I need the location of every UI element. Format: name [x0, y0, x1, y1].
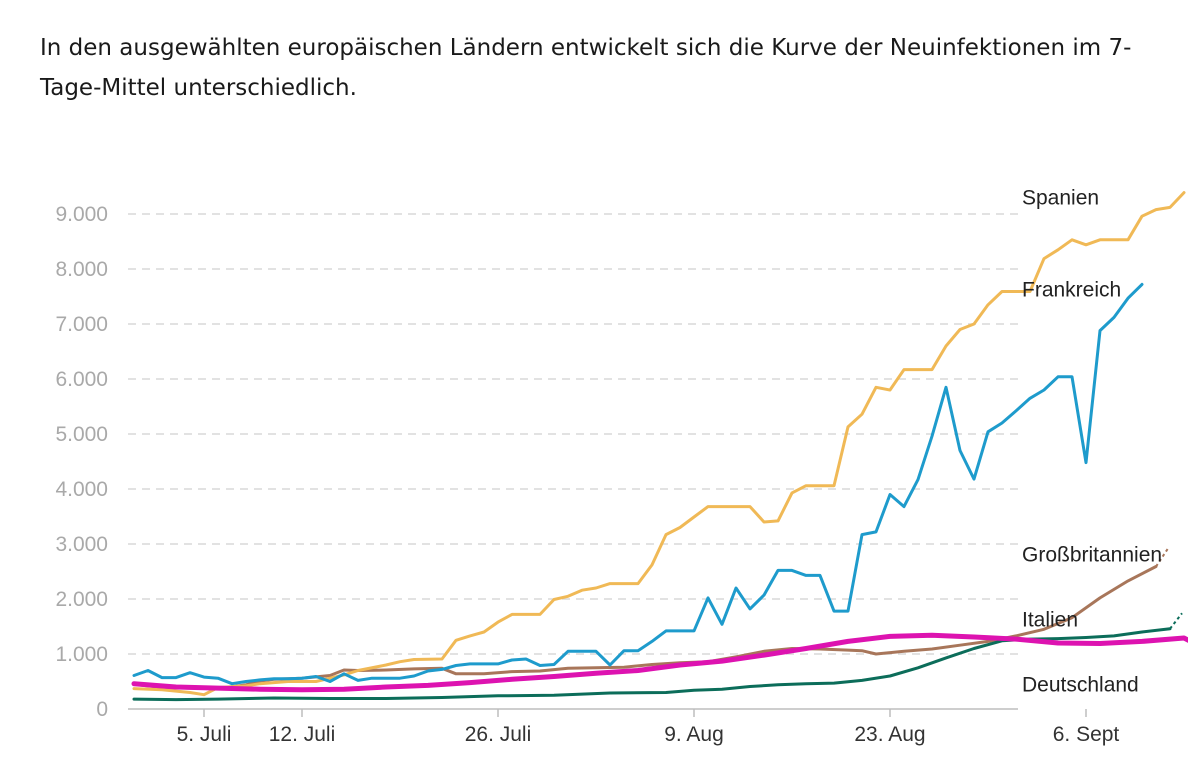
series-label: Spanien — [1022, 187, 1099, 210]
chart-title: In den ausgewählten europäischen Ländern… — [40, 35, 1132, 101]
y-tick-label: 0 — [96, 698, 108, 721]
series-leader-italien — [1169, 612, 1183, 630]
series-line-frankreich — [132, 282, 1144, 686]
y-tick-label: 7.000 — [55, 313, 108, 336]
y-tick-label: 8.000 — [55, 258, 108, 281]
series-label: Italien — [1022, 608, 1078, 631]
x-tick-label: 12. Juli — [269, 723, 336, 746]
gridlines — [128, 213, 1018, 655]
y-tick-label: 9.000 — [55, 203, 108, 226]
x-tick-label: 6. Sept — [1053, 723, 1120, 746]
x-axis: 5. Juli 12. Juli 26. Juli 9. Aug 23. Aug 6. S… — [177, 709, 1120, 746]
y-tick-label: 1.000 — [55, 643, 108, 666]
y-tick-label: 2.000 — [55, 588, 108, 611]
series-leader-großbritannien — [1155, 547, 1169, 568]
series-line-deutschland — [131, 632, 1188, 693]
y-tick-label: 5.000 — [55, 423, 108, 446]
series-label: Großbritannien — [1022, 543, 1162, 566]
series-lines — [131, 191, 1188, 702]
series-label: Deutschland — [1022, 673, 1139, 696]
x-tick-label: 5. Juli — [177, 723, 232, 746]
x-tick-label: 23. Aug — [854, 723, 925, 746]
x-tick-label: 26. Juli — [465, 723, 532, 746]
series-label: Frankreich — [1022, 278, 1121, 301]
x-tick-label: 9. Aug — [664, 723, 724, 746]
series-line-spanien — [132, 191, 1186, 697]
y-tick-label: 4.000 — [55, 478, 108, 501]
y-axis: 0 1.000 2.000 3.000 4.000 5.000 6.000 7.000 8.00… — [55, 203, 1018, 721]
y-tick-label: 6.000 — [55, 368, 108, 391]
series-labels: Spanien Frankreich Großbritannien Italien De… — [1022, 187, 1162, 697]
y-tick-label: 3.000 — [55, 533, 108, 556]
